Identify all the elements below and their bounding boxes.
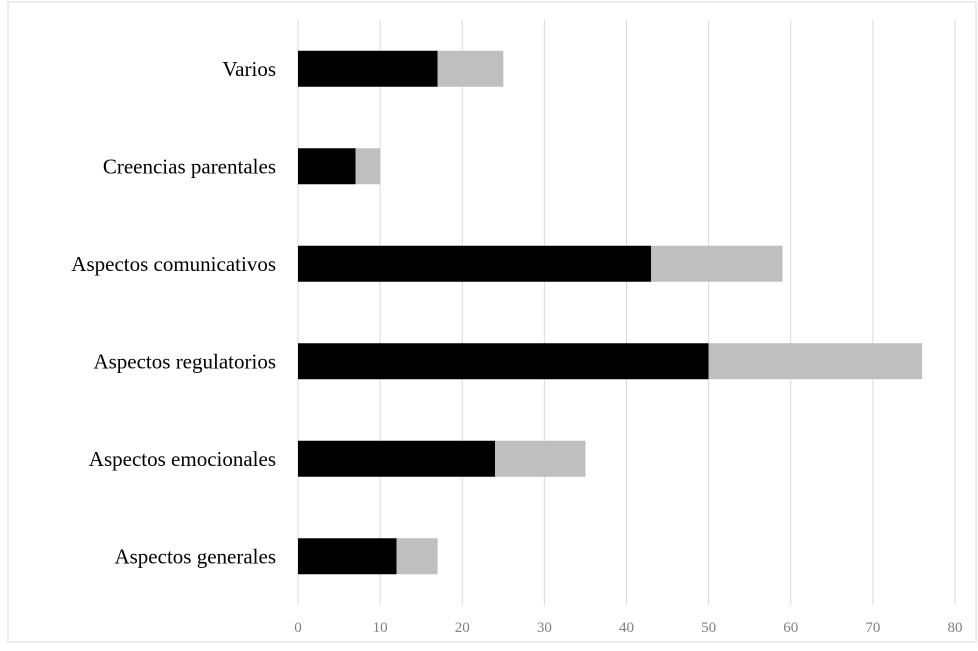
bar-0-3 [298, 245, 652, 282]
chart-border [7, 1, 977, 643]
x-tick-label-70: 70 [865, 620, 880, 636]
bar-0-4 [298, 148, 356, 185]
category-label-5: Varios [222, 57, 276, 81]
bar-0-1 [298, 440, 496, 477]
x-tick-label-20: 20 [455, 620, 470, 636]
category-label-0: Aspectos generales [114, 544, 276, 568]
x-tick-label-30: 30 [537, 620, 552, 636]
bar-1-4 [355, 148, 381, 185]
x-tick-label-40: 40 [619, 620, 634, 636]
bar-1-2 [708, 343, 923, 380]
category-label-4: Creencias parentales [103, 154, 276, 178]
x-tick-label-10: 10 [373, 620, 388, 636]
bars [298, 50, 923, 575]
x-tick-label-60: 60 [783, 620, 798, 636]
x-tick-labels: 0 10 20 30 40 50 60 70 80 [294, 620, 962, 636]
category-label-2: Aspectos regulatorios [93, 349, 276, 373]
bar-0-2 [298, 343, 709, 380]
bar-1-1 [495, 440, 586, 477]
x-tick-label-0: 0 [294, 620, 302, 636]
bar-1-5 [437, 50, 504, 87]
bar-1-3 [651, 245, 783, 282]
x-tick-label-50: 50 [701, 620, 716, 636]
bar-1-0 [396, 538, 438, 575]
bar-0-0 [298, 538, 397, 575]
gridlines [297, 20, 956, 605]
bar-0-5 [298, 50, 438, 87]
category-label-1: Aspectos emocionales [89, 447, 276, 471]
x-tick-label-80: 80 [948, 620, 963, 636]
category-labels: Aspectos generales Aspectos emocionales As… [71, 57, 276, 569]
category-label-3: Aspectos comunicativos [71, 252, 276, 276]
